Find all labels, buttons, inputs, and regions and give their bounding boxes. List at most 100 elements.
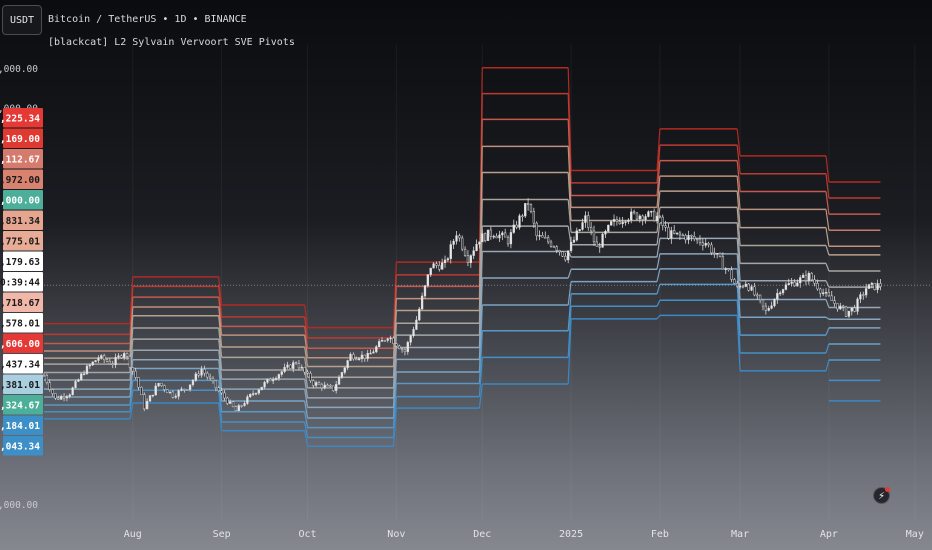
flash-icon[interactable]: ⚡ (873, 487, 890, 504)
pivot-connector (567, 269, 572, 279)
candle-body (612, 219, 616, 222)
candle-body (724, 268, 727, 270)
candle-body (690, 234, 693, 237)
candle-body (337, 376, 341, 385)
candle-body (383, 340, 387, 342)
candle-body (819, 288, 822, 294)
price-label: 66,324.67 (0, 395, 43, 415)
candle-body (406, 342, 409, 352)
candle-body (756, 294, 759, 297)
candle-body (793, 282, 796, 287)
candle-body (400, 348, 404, 351)
pivot-connector (392, 396, 397, 438)
candle-body (403, 349, 407, 352)
candle-body (223, 392, 226, 399)
candle-body (716, 253, 719, 255)
candle-body (670, 230, 673, 239)
candle-body (389, 337, 392, 340)
pivot-connector (478, 304, 483, 373)
pivot-connector (736, 284, 741, 336)
candle-body (810, 272, 813, 280)
candle-body (303, 367, 306, 373)
candle-body (770, 305, 773, 309)
indicator-title[interactable]: [blackcat] L2 Sylvain Vervoort SVE Pivot… (48, 37, 295, 48)
pivot-connector (736, 315, 741, 371)
candle-body (200, 369, 203, 376)
candle-body (188, 384, 192, 390)
candle-body (541, 235, 544, 238)
candle-body (501, 232, 504, 236)
candle-body (103, 355, 106, 361)
candle-body (77, 379, 80, 382)
candle-body (469, 255, 472, 263)
pivot-connector (304, 430, 309, 447)
pivot-connector (129, 368, 134, 398)
candle-body (94, 360, 97, 363)
x-tick-label: Oct (299, 529, 317, 540)
candle-body (684, 235, 687, 241)
candle-body (426, 274, 429, 286)
candle-body (226, 397, 229, 404)
candle-body (635, 212, 639, 220)
candle-body (163, 385, 166, 390)
candle-body (234, 406, 238, 412)
candle-body (300, 367, 303, 369)
candle-body (108, 361, 112, 365)
pivot-connector (129, 402, 134, 419)
pivot-connector (825, 191, 830, 215)
candle-body (191, 380, 195, 385)
price-label: 85,179.63 (0, 251, 43, 271)
candle-body (787, 283, 790, 285)
candle-body (518, 215, 521, 228)
candle-body (632, 211, 636, 214)
pivot-connector (567, 281, 572, 306)
pivot-connector (736, 268, 741, 318)
candle-body (784, 284, 788, 290)
candle-body (134, 370, 137, 378)
price-label-text: 76,606.00 (0, 339, 40, 350)
candle-body (68, 394, 71, 397)
candle-body (733, 279, 736, 284)
candle-body (558, 250, 561, 253)
candle-body (509, 232, 513, 245)
pivot-connector (218, 402, 223, 431)
pivot-connector (304, 389, 309, 408)
candle-body (372, 351, 375, 354)
candle-body (117, 355, 120, 358)
candle-body (274, 378, 278, 380)
candle-body (850, 307, 853, 312)
candle-body (266, 378, 269, 383)
candle-body (423, 285, 427, 297)
candle-body (816, 283, 819, 290)
price-label-text: 107,169.00 (0, 134, 40, 145)
candle-body (312, 380, 315, 386)
candle-body (180, 388, 183, 391)
pivot-connector (825, 173, 830, 199)
pivot-connector (304, 346, 309, 367)
candle-body (839, 305, 842, 310)
pivot-connector (656, 314, 661, 320)
pivot-connector (825, 327, 830, 336)
candle-body (870, 282, 873, 285)
x-tick-label: Aug (124, 529, 142, 540)
currency-button[interactable]: USDT (2, 5, 42, 35)
candle-body (251, 393, 255, 395)
candle-body (601, 233, 604, 248)
pivot-connector (825, 209, 830, 231)
pivot-connector (392, 372, 397, 419)
candle-body (137, 377, 140, 388)
candle-body (177, 390, 180, 397)
candle-body (615, 219, 619, 222)
candle-body (246, 396, 249, 404)
x-tick-label: Feb (651, 529, 669, 540)
pivot-connector (129, 276, 134, 324)
pivot-connector (825, 245, 830, 256)
candle-body (876, 283, 879, 290)
pivot-connector (218, 297, 223, 327)
candle-body (463, 248, 467, 256)
pivot-connector (304, 326, 309, 349)
candle-body (317, 382, 321, 385)
candle-body (773, 298, 776, 306)
candle-body (145, 401, 149, 410)
